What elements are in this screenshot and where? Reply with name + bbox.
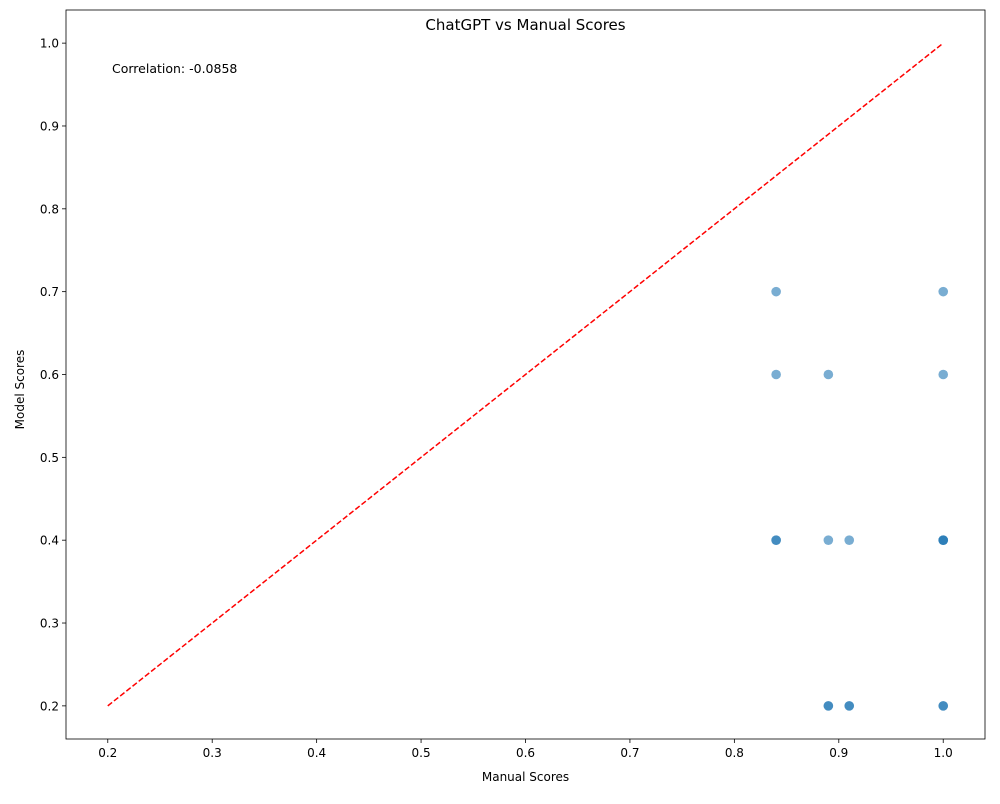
x-tick-label: 0.8: [725, 746, 744, 760]
scatter-point: [823, 369, 834, 380]
data-points: [771, 286, 949, 711]
x-tick-label: 0.4: [307, 746, 326, 760]
y-tick-label: 0.2: [40, 699, 59, 713]
scatter-point: [844, 535, 855, 545]
y-axis-ticks: 0.2 0.3 0.4 0.5 0.6 0.7 0.8 0.9 1.0: [40, 37, 66, 713]
chart-title: ChatGPT vs Manual Scores: [425, 16, 625, 34]
x-tick-label: 1.0: [934, 746, 953, 760]
y-axis-label: Model Scores: [13, 350, 27, 430]
scatter-point: [771, 535, 781, 545]
plot-frame: [65, 9, 986, 740]
reference-line: [107, 42, 944, 707]
scatter-point: [938, 369, 949, 380]
y-tick-label: 0.3: [40, 617, 59, 631]
scatter-point: [938, 701, 949, 711]
x-axis-ticks: 0.2 0.3 0.4 0.5 0.6 0.7 0.8 0.9 1.0: [98, 739, 953, 760]
x-tick-label: 0.9: [829, 746, 848, 760]
scatter-point: [823, 535, 834, 545]
scatter-point: [938, 286, 949, 297]
x-tick-label: 0.5: [412, 746, 431, 760]
scatter-point: [823, 701, 834, 711]
x-axis-label: Manual Scores: [482, 770, 569, 784]
y-tick-label: 0.8: [40, 202, 59, 216]
scatter-point: [844, 701, 855, 711]
x-tick-label: 0.2: [98, 746, 117, 760]
y-tick-label: 0.7: [40, 285, 59, 299]
y-tick-label: 0.4: [40, 534, 59, 548]
y-tick-label: 0.9: [40, 119, 59, 133]
scatter-point: [938, 535, 949, 545]
scatter-point: [771, 286, 781, 297]
x-tick-label: 0.6: [516, 746, 535, 760]
y-tick-label: 0.6: [40, 368, 59, 382]
y-tick-label: 0.5: [40, 451, 59, 465]
y-tick-label: 1.0: [40, 37, 59, 51]
x-tick-label: 0.3: [203, 746, 222, 760]
correlation-annotation: Correlation: -0.0858: [112, 61, 237, 76]
scatter-point: [771, 369, 781, 380]
x-tick-label: 0.7: [620, 746, 639, 760]
